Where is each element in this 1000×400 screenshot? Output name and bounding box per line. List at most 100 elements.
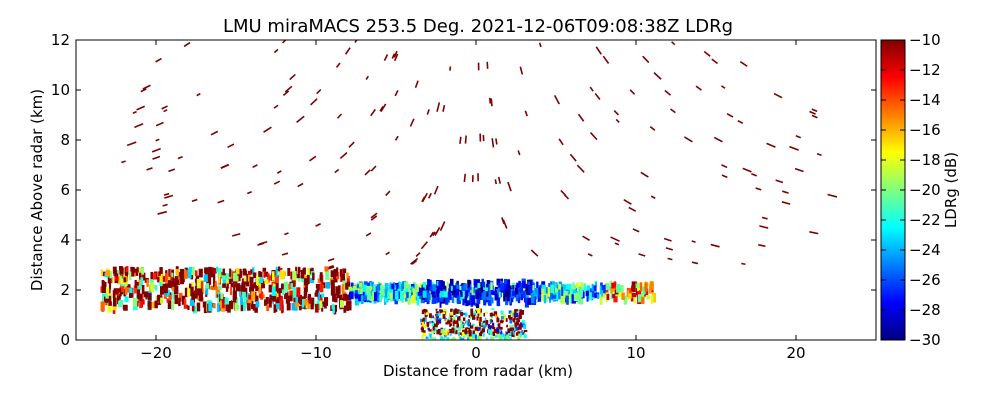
echo-mark (472, 334, 475, 339)
echo-mark (291, 277, 296, 287)
echo-mark (505, 290, 510, 297)
echo-mark (165, 273, 168, 283)
echo-mark (497, 333, 501, 338)
echo-mark (411, 293, 416, 304)
echo-mark (586, 293, 589, 302)
echo-mark (187, 305, 190, 310)
echo-mark (509, 327, 513, 331)
echo-mark (108, 296, 112, 306)
echo-mark (463, 283, 467, 290)
echo-mark (468, 332, 472, 337)
echo-mark (475, 309, 478, 314)
echo-mark (163, 192, 170, 196)
echo-mark (297, 296, 301, 303)
echo-mark (439, 221, 446, 231)
colorbar-label: LDRg (dB) (942, 152, 960, 228)
echo-mark (443, 291, 448, 298)
echo-mark (268, 284, 272, 293)
echo-mark (467, 321, 470, 326)
echo-mark (112, 266, 117, 274)
echo-mark (319, 272, 323, 282)
echo-mark (506, 334, 509, 338)
echo-mark (100, 301, 105, 312)
echo-mark (149, 279, 154, 284)
echo-mark (742, 167, 752, 173)
echo-mark (301, 276, 305, 283)
echo-mark (511, 291, 516, 297)
echo-mark (203, 274, 208, 282)
echo-mark (247, 299, 252, 304)
echo-mark (587, 253, 593, 257)
echo-mark (213, 278, 216, 287)
echo-mark (640, 171, 649, 178)
echo-mark (162, 203, 168, 207)
echo-mark (222, 283, 226, 288)
echo-mark (562, 291, 566, 298)
echo-mark (414, 283, 418, 290)
echo-mark (494, 290, 498, 298)
echo-mark (442, 314, 446, 319)
echo-mark (225, 278, 230, 283)
echo-mark (431, 337, 435, 340)
echo-mark (565, 285, 570, 294)
echo-mark (367, 292, 372, 301)
echo-mark (343, 293, 348, 301)
echo-mark (590, 288, 595, 298)
echo-mark (490, 297, 494, 304)
echo-mark (614, 242, 620, 246)
echo-mark (150, 271, 154, 282)
echo-mark (120, 278, 124, 284)
echo-mark (343, 305, 347, 313)
echo-mark (462, 323, 466, 326)
echo-mark (371, 291, 375, 301)
echo-mark (737, 120, 744, 125)
echo-mark (233, 272, 238, 282)
echo-mark (782, 190, 789, 194)
echo-mark (300, 270, 305, 275)
echo-mark (276, 303, 280, 310)
echo-mark (117, 288, 122, 293)
echo-mark (394, 90, 399, 97)
echo-mark (775, 179, 784, 184)
echo-mark (103, 296, 109, 303)
echo-mark (596, 293, 600, 299)
echo-mark (128, 289, 132, 298)
echo-mark (460, 291, 463, 298)
echo-mark (132, 297, 138, 307)
echo-mark (463, 312, 466, 316)
echo-mark (553, 94, 560, 105)
echo-mark (348, 141, 355, 148)
y-tick-label: 4 (60, 231, 70, 249)
echo-mark (422, 281, 426, 288)
echo-mark (431, 290, 437, 298)
x-axis-label: Distance from radar (km) (383, 362, 573, 380)
echo-mark (470, 308, 474, 314)
echo-mark (235, 283, 241, 292)
echo-mark (272, 283, 276, 290)
echo-mark (510, 312, 513, 318)
echo-mark (308, 155, 317, 162)
echo-mark (541, 288, 545, 299)
echo-mark (283, 281, 289, 292)
echo-mark (530, 288, 535, 298)
echo-mark (665, 247, 674, 251)
echo-mark (523, 322, 527, 326)
echo-mark (494, 294, 499, 300)
echo-mark (512, 330, 515, 335)
echo-mark (506, 324, 509, 328)
echo-mark (332, 285, 335, 293)
echo-mark (253, 272, 257, 279)
echo-mark (428, 329, 432, 332)
echo-mark (231, 232, 241, 237)
echo-mark (210, 130, 219, 136)
echo-mark (208, 301, 213, 312)
echo-mark (809, 231, 819, 235)
colorbar-tick-label: −10 (909, 31, 941, 49)
echo-mark (364, 169, 371, 176)
echo-mark (453, 328, 456, 332)
echo-mark (404, 292, 408, 298)
echo-mark (354, 295, 359, 306)
echo-mark (337, 285, 341, 294)
echo-mark (308, 296, 312, 304)
echo-mark (521, 332, 525, 335)
